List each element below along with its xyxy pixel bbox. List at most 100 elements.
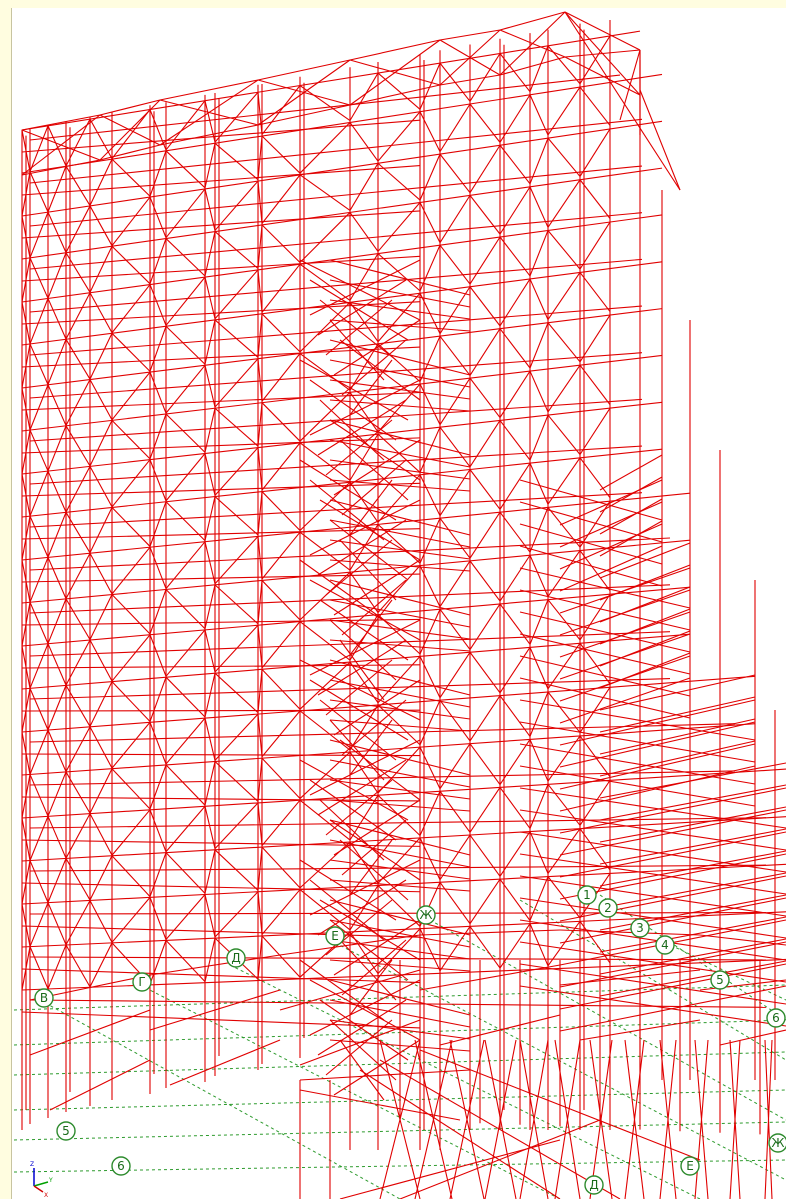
side-panel-edge bbox=[0, 0, 12, 1199]
frame-member bbox=[439, 517, 471, 559]
building-frame-model[interactable] bbox=[21, 11, 786, 1199]
frame-member bbox=[214, 496, 259, 536]
axis-marker-label: Д bbox=[589, 1178, 598, 1192]
frame-member bbox=[349, 84, 441, 106]
frame-member bbox=[529, 414, 549, 461]
frame-member bbox=[214, 536, 259, 585]
axis-marker-circle bbox=[577, 885, 597, 905]
frame-member bbox=[419, 656, 441, 698]
frame-member bbox=[333, 559, 421, 616]
frame-member bbox=[333, 439, 421, 496]
frame-member bbox=[111, 594, 151, 635]
frame-member bbox=[261, 580, 301, 621]
axis-marker: Ж bbox=[768, 1133, 786, 1153]
frame-member bbox=[29, 817, 767, 829]
frame-member bbox=[261, 710, 301, 758]
frame-member bbox=[439, 743, 471, 790]
frame-member bbox=[159, 124, 259, 146]
axis-marker-circle bbox=[598, 898, 618, 918]
frame-member bbox=[29, 171, 49, 213]
frame-member bbox=[21, 731, 31, 775]
frame-member bbox=[499, 695, 531, 737]
frame-member bbox=[529, 322, 549, 369]
frame-member bbox=[579, 86, 611, 126]
frame-member bbox=[349, 163, 379, 211]
frame-member bbox=[547, 364, 581, 413]
frame-member bbox=[257, 135, 263, 180]
frame-member bbox=[329, 319, 471, 332]
frame-member bbox=[165, 238, 206, 277]
frame-member bbox=[299, 1069, 471, 1081]
frame-member bbox=[89, 205, 113, 246]
frame-member bbox=[149, 501, 167, 547]
frame-member bbox=[329, 259, 471, 296]
frame-member bbox=[111, 721, 151, 769]
frame-member bbox=[329, 919, 409, 981]
frame-member bbox=[439, 29, 501, 86]
frame-member bbox=[339, 1039, 385, 1101]
frame-member bbox=[29, 602, 49, 644]
frame-member bbox=[499, 11, 566, 76]
frame-member bbox=[349, 212, 379, 252]
frame-member bbox=[419, 335, 441, 382]
frame-member bbox=[499, 462, 531, 510]
frame-member bbox=[377, 111, 421, 162]
axis-marker-circle bbox=[416, 905, 436, 925]
frame-member bbox=[159, 79, 259, 101]
frame-member bbox=[149, 954, 281, 976]
frame-member bbox=[329, 699, 471, 720]
frame-member bbox=[21, 257, 31, 303]
frame-member bbox=[299, 710, 351, 751]
axis-marker-circle bbox=[768, 1133, 786, 1153]
frame-member bbox=[529, 278, 549, 320]
frame-member bbox=[339, 539, 397, 601]
frame-member bbox=[309, 259, 421, 316]
axis-marker-label: 4 bbox=[661, 938, 669, 952]
frame-member bbox=[547, 783, 581, 826]
frame-member bbox=[529, 462, 549, 505]
grid-line bbox=[13, 1121, 786, 1141]
frame-member bbox=[469, 144, 501, 193]
frame-member bbox=[47, 685, 67, 731]
frame-member bbox=[499, 186, 531, 235]
frame-member bbox=[65, 813, 91, 859]
frame-member bbox=[165, 852, 206, 894]
frame-member bbox=[261, 889, 301, 935]
frame-member bbox=[65, 379, 91, 426]
frame-member bbox=[349, 72, 379, 121]
frame-member bbox=[214, 849, 259, 891]
frame-member bbox=[329, 859, 471, 880]
frame-member bbox=[317, 279, 407, 336]
frame-member bbox=[21, 618, 421, 626]
frame-member bbox=[21, 159, 101, 176]
frame-member bbox=[21, 911, 786, 948]
frame-member bbox=[214, 269, 259, 320]
frame-member bbox=[469, 834, 501, 877]
frame-member bbox=[349, 839, 393, 896]
frame-member bbox=[204, 717, 216, 761]
frame-member bbox=[341, 699, 407, 756]
frame-member bbox=[89, 900, 113, 943]
frame-member bbox=[65, 292, 91, 340]
frame-member bbox=[499, 11, 566, 31]
frame-member bbox=[65, 944, 91, 988]
frame-member bbox=[29, 864, 767, 872]
frame-member bbox=[214, 407, 259, 447]
frame-member bbox=[165, 541, 206, 589]
frame-member bbox=[21, 586, 691, 647]
frame-member bbox=[165, 276, 206, 326]
frame-member bbox=[349, 885, 379, 931]
frame-member bbox=[547, 322, 581, 363]
frame-member bbox=[349, 841, 379, 884]
frame-member bbox=[499, 278, 531, 327]
frame-member bbox=[65, 466, 91, 513]
frame-member bbox=[111, 507, 151, 547]
axis-marker: 5 bbox=[56, 1121, 76, 1141]
frame-member bbox=[89, 639, 113, 682]
frame-member bbox=[204, 894, 216, 938]
frame-member bbox=[29, 946, 49, 990]
frame-member bbox=[29, 956, 767, 961]
axis-marker-label: 5 bbox=[62, 1124, 70, 1138]
